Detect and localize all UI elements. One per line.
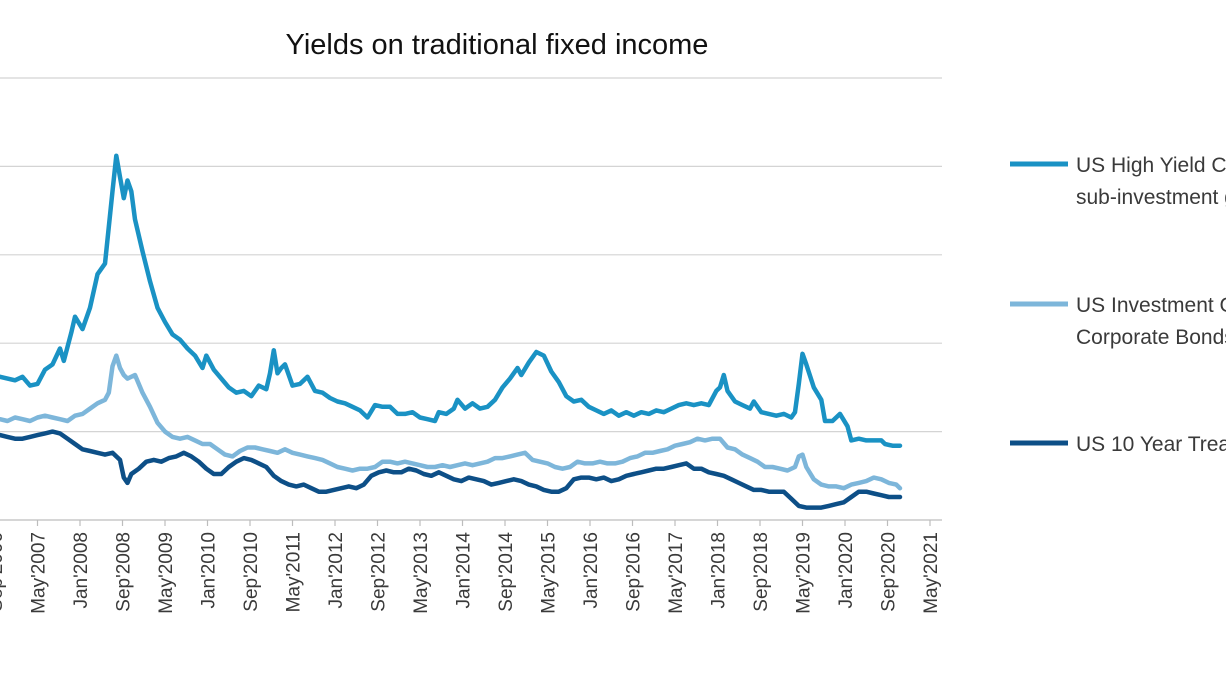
- x-tick-label: May'2013: [411, 532, 432, 614]
- legend-label: sub-investment grade: [1076, 186, 1226, 209]
- x-tick-label: May'2019: [794, 532, 815, 614]
- x-tick-label: May'2011: [284, 532, 305, 612]
- legend: US High Yield Corporate Bonds sub-investm…: [1010, 154, 1226, 456]
- legend-label: Corporate Bonds: [1076, 326, 1226, 349]
- series-line-1: [0, 353, 903, 491]
- x-tick-label: Sep'2008: [114, 532, 135, 612]
- legend-label: US Investment Grade: [1076, 294, 1226, 317]
- x-tick-label: Sep'2018: [751, 532, 772, 612]
- x-tick-label: Jan'2010: [199, 532, 220, 609]
- x-tick-label: Jan'2020: [836, 532, 857, 609]
- chart-title: Yields on traditional fixed income: [286, 29, 709, 61]
- legend-label: US High Yield Corporate Bonds: [1076, 154, 1226, 177]
- series-line-2: [0, 429, 903, 510]
- x-tick-label: Sep'2006: [0, 532, 7, 612]
- x-tick-labels: Sep'2006 May'2007 Jan'2008 Sep'2008 May'2009…: [0, 532, 942, 614]
- x-tick-label: Sep'2012: [369, 532, 390, 612]
- x-tick-label: May'2017: [666, 532, 687, 614]
- x-tick-label: Jan'2008: [71, 532, 92, 609]
- x-tick-label: Jan'2016: [581, 532, 602, 609]
- x-tick-label: May'2015: [539, 532, 560, 614]
- x-tick-label: Sep'2010: [241, 532, 262, 612]
- x-tick-label: Sep'2020: [879, 532, 900, 612]
- x-tick-label: Jan'2018: [709, 532, 730, 609]
- x-tick-label: May'2021: [921, 532, 942, 614]
- x-tick-label: Sep'2014: [496, 532, 517, 612]
- x-axis: [0, 519, 942, 526]
- x-tick-label: Jan'2014: [454, 532, 475, 609]
- x-tick-label: Sep'2016: [624, 532, 645, 612]
- series-lines: [0, 153, 903, 510]
- series-line-0: [0, 153, 903, 448]
- x-tick-label: May'2007: [29, 532, 50, 614]
- gridlines: [0, 77, 942, 433]
- x-tick-label: Jan'2012: [326, 532, 347, 609]
- x-tick-label: May'2009: [156, 532, 177, 614]
- legend-label: US 10 Year Treasury: [1076, 433, 1226, 456]
